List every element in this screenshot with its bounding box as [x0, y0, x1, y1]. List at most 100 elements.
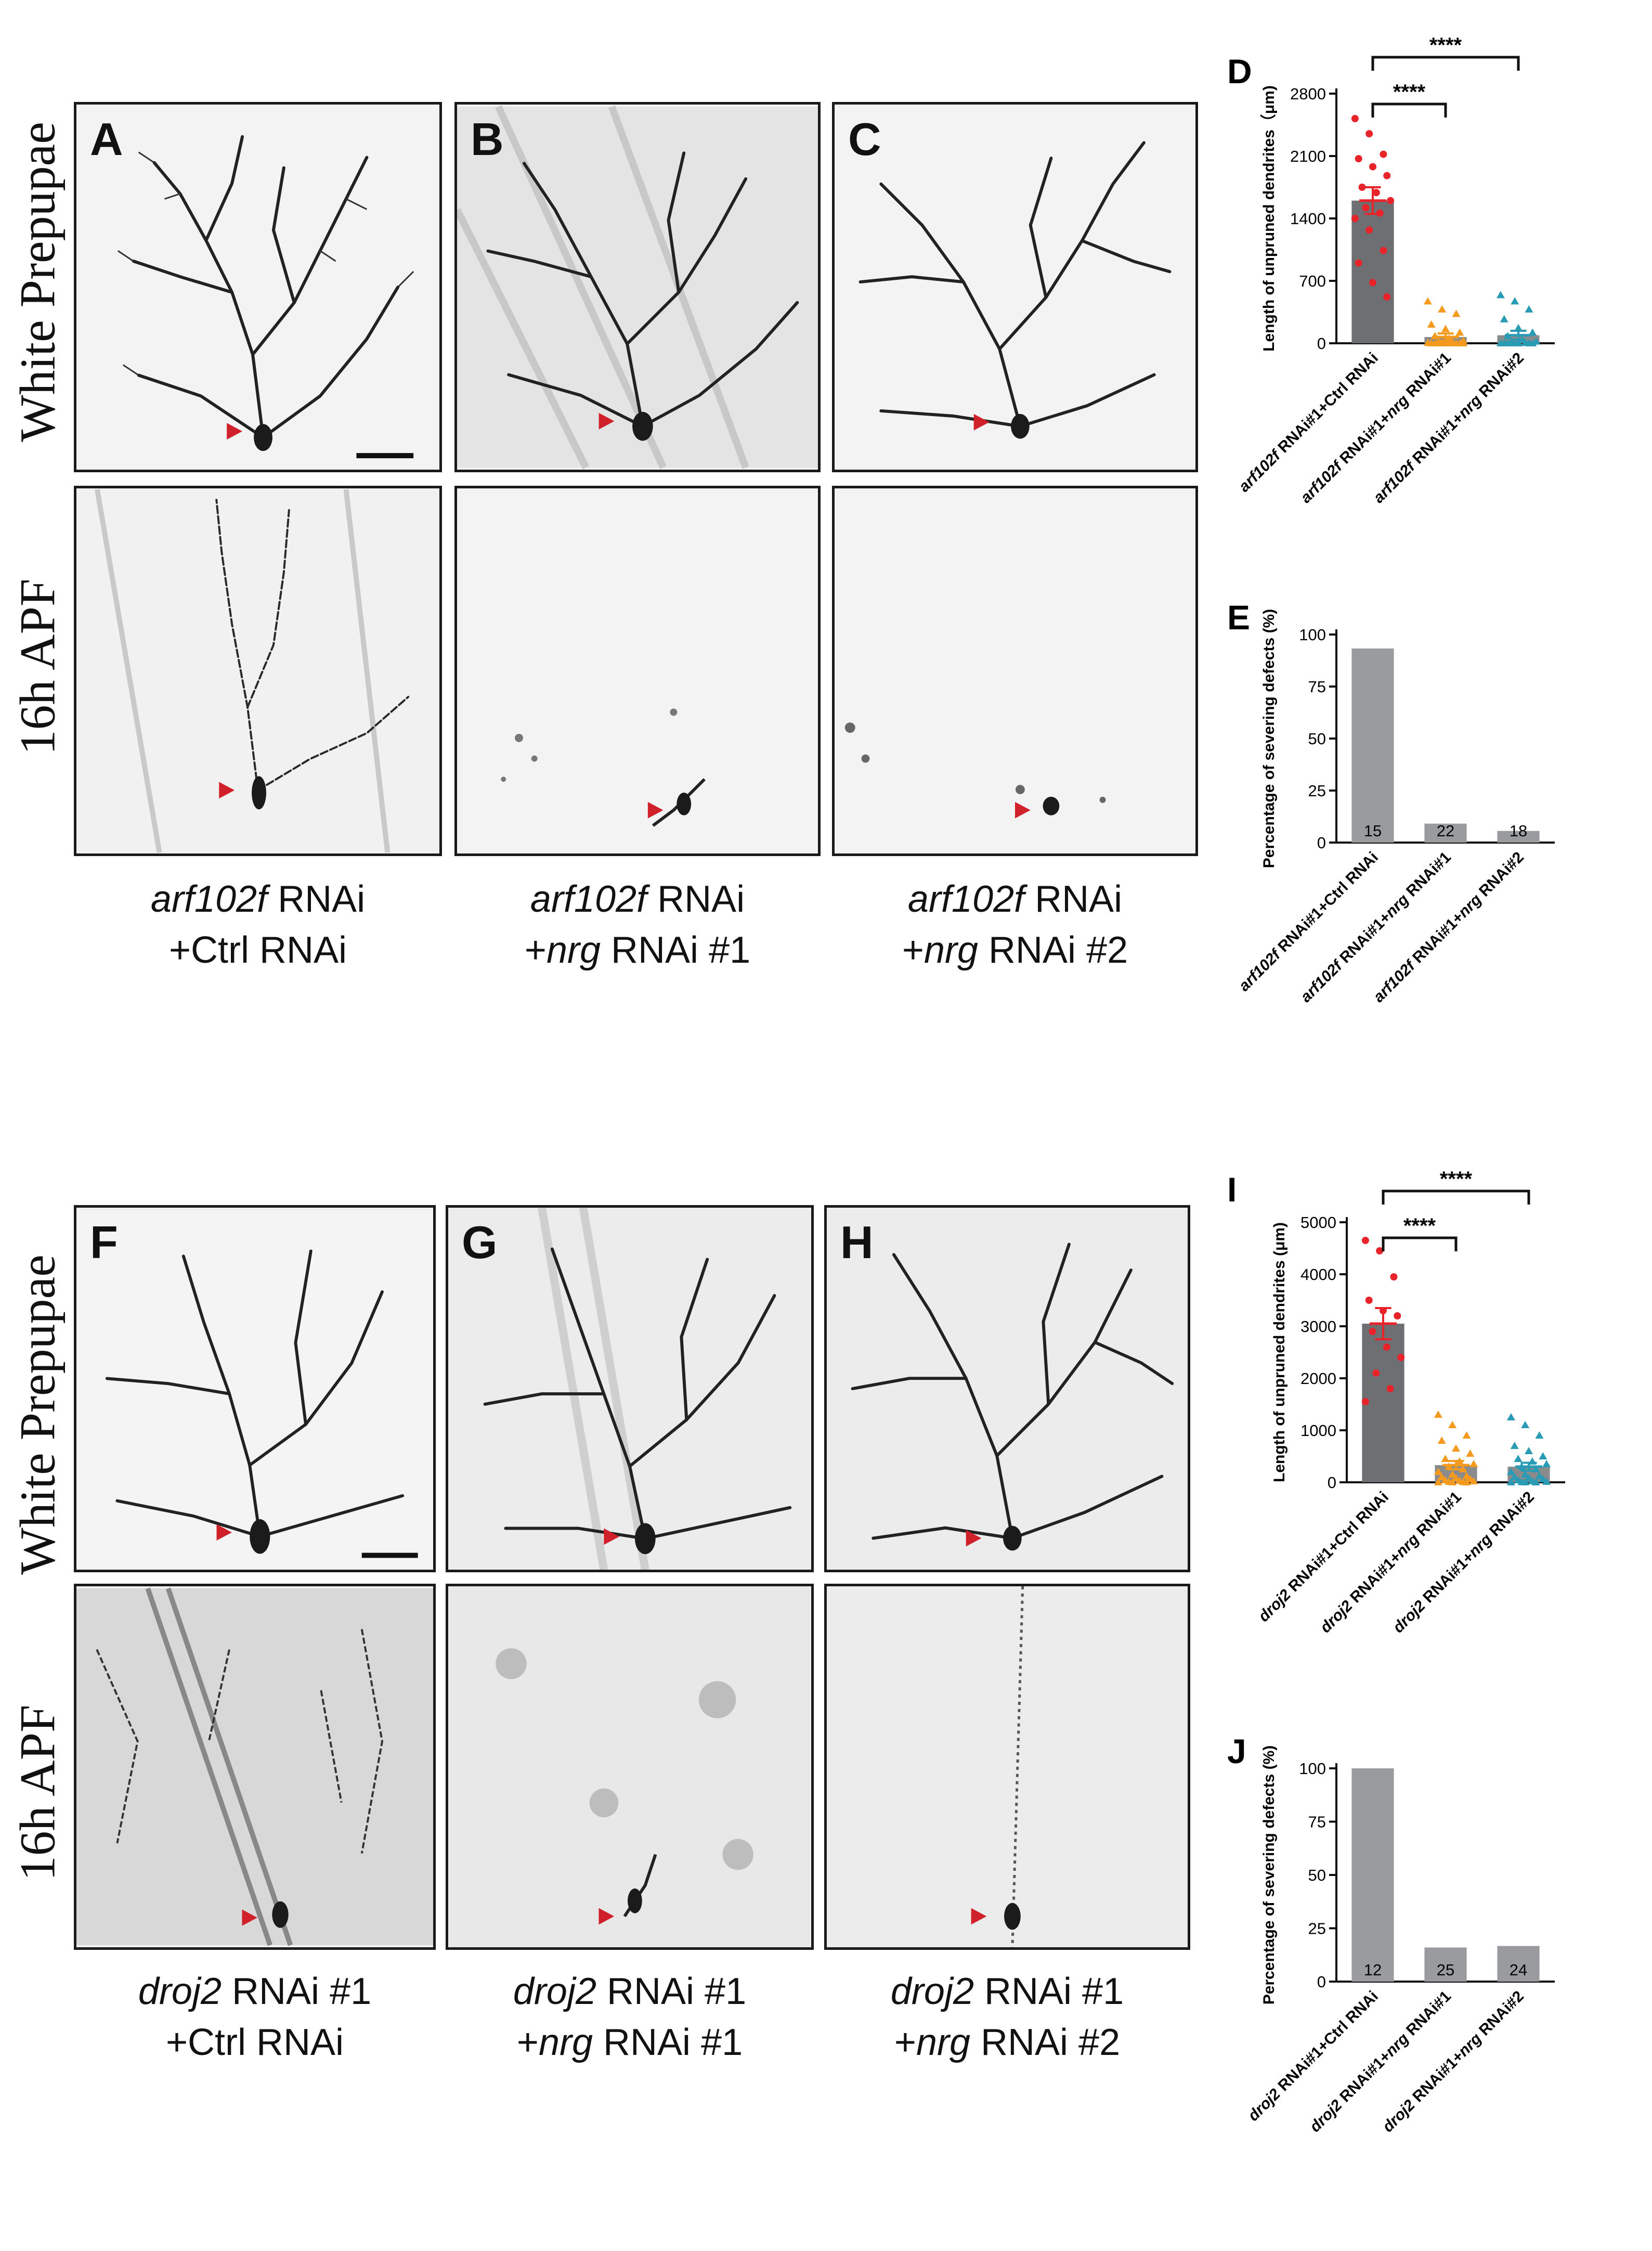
- data-point: [1506, 1468, 1515, 1475]
- y-tick-label: 2800: [1290, 85, 1326, 103]
- micrograph-panel-g: G: [446, 1205, 814, 1572]
- y-tick-label: 100: [1299, 1760, 1326, 1778]
- data-point: [1448, 1470, 1457, 1478]
- significance-bracket: [1382, 1236, 1458, 1251]
- x-tick-label: droj2 RNAi#1+Ctrl RNAi: [1245, 1988, 1382, 2125]
- y-tick-label: 5000: [1300, 1213, 1336, 1232]
- data-point: [1390, 1273, 1398, 1280]
- data-point: [1376, 1247, 1384, 1254]
- chart-letter: E: [1227, 598, 1250, 637]
- n-label: 24: [1510, 1961, 1527, 1979]
- x-tick-label: droj2 RNAi#1+Ctrl RNAi: [1255, 1489, 1392, 1625]
- data-point: [1369, 279, 1376, 287]
- micrograph-panel-c-16h: [832, 486, 1198, 856]
- arrowhead-icon: [216, 1524, 232, 1541]
- panel-label-b: B: [471, 113, 504, 165]
- data-point: [1539, 1452, 1547, 1459]
- arrowhead-icon: [599, 412, 615, 430]
- data-point: [1434, 1411, 1442, 1418]
- chart-i-svg: I Length of unpruned dendrites (μm) 0 1000 2…: [1227, 1168, 1565, 1636]
- significance-label: ****: [1429, 34, 1462, 57]
- x-tick-label: arf102f RNAi#1+nrg RNAi#2: [1370, 350, 1527, 507]
- caption-droj2-ctrl: droj2 RNAi #1 +Ctrl RNAi: [138, 1971, 372, 2063]
- arrowhead-icon: [599, 1908, 615, 1925]
- significance-bracket: [1371, 56, 1520, 71]
- data-point: [1455, 328, 1464, 336]
- data-point: [1386, 1385, 1394, 1392]
- data-point: [1365, 226, 1373, 234]
- data-point: [1369, 163, 1376, 171]
- dendrite-image: [835, 490, 1195, 851]
- arrowhead-icon: [604, 1528, 620, 1545]
- data-point: [1351, 215, 1359, 222]
- dendrite-image: [76, 1210, 433, 1567]
- y-tick-label: 25: [1308, 782, 1326, 800]
- y-tick-label: 75: [1308, 1813, 1326, 1831]
- significance-bracket: [1382, 1189, 1530, 1205]
- arrowhead-icon: [219, 782, 235, 799]
- bar: [1424, 823, 1467, 843]
- y-tick-label: 50: [1308, 1866, 1326, 1884]
- chart-j-svg: J Percentage of severing defects (%) 0 25 50…: [1227, 1732, 1555, 2136]
- data-point: [1438, 305, 1447, 313]
- micrograph-panel-c: C: [832, 102, 1198, 472]
- row-label-white-prepupae-top: White Prepupae: [9, 122, 66, 442]
- arrowhead-icon: [973, 413, 990, 431]
- data-point: [1434, 339, 1443, 346]
- chart-d-svg: D Length of unpruned dendrites（μm) 0 700 140…: [1227, 34, 1555, 507]
- bar: [1351, 1768, 1394, 1982]
- data-point: [1510, 1442, 1519, 1449]
- data-point: [1361, 1237, 1369, 1244]
- data-point: [1525, 305, 1533, 313]
- panel-label-f: F: [90, 1217, 118, 1268]
- data-point: [1365, 130, 1373, 138]
- data-point: [1423, 297, 1432, 305]
- data-point: [1462, 1431, 1471, 1439]
- dendrite-image: [457, 490, 818, 851]
- chart-d: D Length of unpruned dendrites（μm) 0 700 140…: [1217, 21, 1633, 572]
- micrograph-panel-b: B: [454, 102, 821, 472]
- n-label: 12: [1364, 1961, 1382, 1979]
- chart-j: J Percentage of severing defects (%) 0 25 50…: [1217, 1716, 1633, 2242]
- data-point: [1500, 315, 1508, 322]
- data-point: [1521, 1478, 1530, 1485]
- x-tick-label: arf102f RNAi#1+nrg RNAi#1: [1297, 849, 1454, 1006]
- chart-i: I Length of unpruned dendrites (μm) 0 1000 2…: [1217, 1139, 1633, 1711]
- y-tick-label: 0: [1317, 334, 1326, 353]
- x-tick-label: droj2 RNAi#1+nrg RNAi#1: [1306, 1988, 1454, 2136]
- x-tick-label: arf102f RNAi#1+nrg RNAi#1: [1297, 350, 1454, 507]
- data-point: [1459, 339, 1468, 346]
- chart-e: E Percentage of severing defects (%) 0 25 50…: [1217, 583, 1633, 1103]
- x-tick-label: arf102f RNAi#1+Ctrl RNAi: [1235, 350, 1382, 496]
- y-tick-label: 0: [1317, 1973, 1326, 1991]
- data-point: [1462, 1478, 1471, 1485]
- panel-label-c: C: [848, 113, 881, 165]
- dendrite-image: [449, 1586, 810, 1947]
- data-point: [1397, 1354, 1405, 1361]
- data-point: [1394, 1312, 1401, 1319]
- micrograph-panel-h-16h: [824, 1584, 1190, 1950]
- data-point: [1525, 1474, 1533, 1481]
- n-label: 15: [1364, 822, 1382, 840]
- micrograph-panel-b-16h: [454, 486, 821, 856]
- data-point: [1506, 1413, 1515, 1420]
- dendrite-image: [457, 105, 818, 470]
- data-point: [1503, 339, 1512, 346]
- y-tick-label: 100: [1299, 626, 1326, 644]
- data-point: [1361, 1398, 1369, 1405]
- arrowhead-icon: [647, 801, 664, 819]
- arrowhead-icon: [227, 423, 243, 440]
- y-tick-label: 4000: [1300, 1265, 1336, 1284]
- data-point: [1462, 1472, 1471, 1479]
- data-point: [1362, 204, 1370, 212]
- y-axis-label: Percentage of severing defects (%): [1260, 1745, 1278, 2005]
- data-point: [1383, 1343, 1390, 1351]
- data-point: [1525, 1447, 1533, 1454]
- data-point: [1521, 1421, 1530, 1428]
- n-label: 18: [1510, 822, 1527, 840]
- x-tick-label: droj2 RNAi#1+nrg RNAi#1: [1317, 1489, 1464, 1636]
- chart-letter: I: [1227, 1170, 1237, 1209]
- dendrite-image: [76, 106, 439, 469]
- caption-droj2-nrg1: droj2 RNAi #1 +nrg RNAi #1: [513, 1971, 747, 2063]
- micrograph-panel-a-16h: [74, 486, 442, 856]
